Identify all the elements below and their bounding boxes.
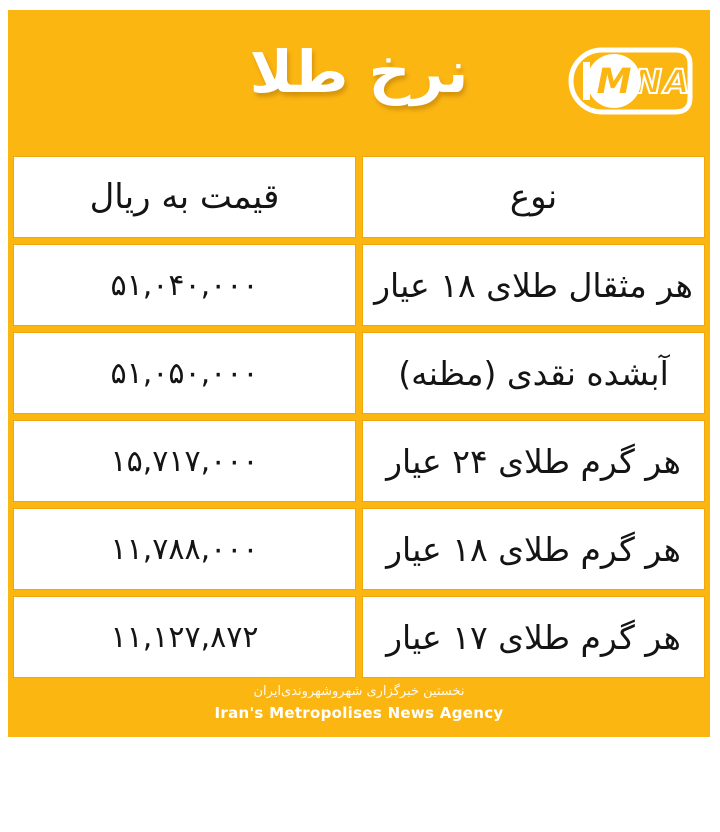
agency-slogan-fa: نخستین خبرگزاری شهروشهروندی‌ایران: [253, 684, 465, 699]
column-header-type: نوع: [362, 156, 705, 238]
column-header-price: قیمت به ریال: [13, 156, 356, 238]
imna-logo-letter-i-bar: [583, 62, 590, 100]
table-row-price: ۱۱,۱۲۷,۸۷۲: [13, 596, 356, 678]
imna-logo-m-circle: [587, 54, 641, 108]
table-row-type: هر مثقال طلای ۱۸ عیار: [362, 244, 705, 326]
table-row-type: هر گرم طلای ۲۴ عیار: [362, 420, 705, 502]
gold-price-table: نوع قیمت به ریال هر مثقال طلای ۱۸ عیار ۵…: [13, 156, 705, 678]
table-row-price: ۱۱,۷۸۸,۰۰۰: [13, 508, 356, 590]
imna-logo-letter-m: M: [597, 62, 632, 102]
table-row-price: ۵۱,۰۵۰,۰۰۰: [13, 332, 356, 414]
table-row-price: ۵۱,۰۴۰,۰۰۰: [13, 244, 356, 326]
imna-logo: M NA: [568, 47, 693, 115]
agency-footer: نخستین خبرگزاری شهروشهروندی‌ایران Iran's…: [8, 683, 710, 722]
table-row-type: هر گرم طلای ۱۷ عیار: [362, 596, 705, 678]
table-row-type: هر گرم طلای ۱۸ عیار: [362, 508, 705, 590]
table-row-price: ۱۵,۷۱۷,۰۰۰: [13, 420, 356, 502]
imna-logo-outline: [568, 47, 693, 115]
imna-logo-letters-na: NA: [634, 62, 691, 101]
agency-slogan-en: Iran's Metropolises News Agency: [214, 703, 504, 722]
page-title: نرخ طلا: [249, 38, 469, 106]
gold-rate-panel: نرخ طلا M NA نوع قیمت به ریال هر مثقال ط…: [8, 10, 710, 737]
table-row-type: آبشده نقدی (مظنه): [362, 332, 705, 414]
